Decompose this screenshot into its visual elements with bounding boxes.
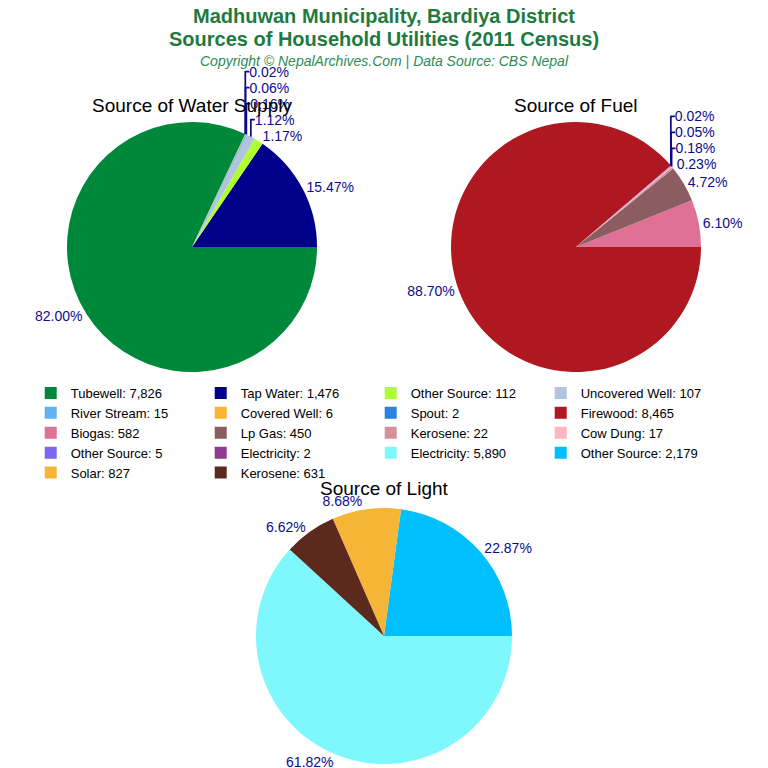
svg-text:Covered Well: 6: Covered Well: 6 [241, 406, 333, 421]
svg-text:Other Source: 112: Other Source: 112 [411, 386, 516, 401]
svg-text:Source of Fuel: Source of Fuel [514, 95, 638, 116]
svg-text:Source of Water Supply: Source of Water Supply [92, 95, 292, 116]
svg-text:Lp Gas: 450: Lp Gas: 450 [241, 426, 312, 441]
svg-text:61.82%: 61.82% [286, 754, 333, 768]
svg-text:Kerosene: 22: Kerosene: 22 [411, 426, 488, 441]
svg-text:River Stream: 15: River Stream: 15 [71, 406, 169, 421]
svg-text:0.02%: 0.02% [675, 108, 715, 124]
svg-text:6.10%: 6.10% [703, 215, 743, 231]
svg-text:22.87%: 22.87% [484, 540, 531, 556]
svg-text:0.05%: 0.05% [675, 124, 715, 140]
svg-text:Other Source: 5: Other Source: 5 [71, 446, 163, 461]
svg-text:15.47%: 15.47% [307, 179, 354, 195]
svg-text:6.62%: 6.62% [266, 519, 306, 535]
svg-text:4.72%: 4.72% [688, 174, 728, 190]
svg-text:Other Source: 2,179: Other Source: 2,179 [581, 446, 698, 461]
svg-text:Spout: 2: Spout: 2 [411, 406, 459, 421]
svg-text:88.70%: 88.70% [407, 283, 454, 299]
svg-text:Cow Dung: 17: Cow Dung: 17 [581, 426, 663, 441]
svg-text:0.18%: 0.18% [676, 140, 716, 156]
svg-text:Electricity: 2: Electricity: 2 [241, 446, 311, 461]
svg-text:Uncovered Well: 107: Uncovered Well: 107 [581, 386, 701, 401]
svg-text:Kerosene: 631: Kerosene: 631 [241, 466, 326, 481]
svg-text:1.12%: 1.12% [255, 112, 295, 128]
svg-text:Tubewell: 7,826: Tubewell: 7,826 [71, 386, 162, 401]
svg-text:0.16%: 0.16% [250, 96, 290, 112]
svg-text:0.23%: 0.23% [677, 156, 717, 172]
svg-text:Firewood: 8,465: Firewood: 8,465 [581, 406, 674, 421]
svg-text:1.17%: 1.17% [263, 128, 303, 144]
svg-text:0.02%: 0.02% [249, 64, 289, 80]
svg-text:Solar: 827: Solar: 827 [71, 466, 130, 481]
svg-text:Sources of Household Utilities: Sources of Household Utilities (2011 Cen… [169, 28, 599, 50]
svg-text:Biogas: 582: Biogas: 582 [71, 426, 140, 441]
svg-text:Tap Water: 1,476: Tap Water: 1,476 [241, 386, 340, 401]
svg-text:8.68%: 8.68% [323, 493, 363, 509]
svg-text:0.06%: 0.06% [250, 80, 290, 96]
svg-text:82.00%: 82.00% [35, 308, 82, 324]
svg-text:Madhuwan Municipality, Bardiya: Madhuwan Municipality, Bardiya District [193, 5, 575, 27]
svg-text:Source of Light: Source of Light [320, 478, 449, 499]
svg-text:Electricity: 5,890: Electricity: 5,890 [411, 446, 506, 461]
svg-text:Copyright © NepalArchives.Com: Copyright © NepalArchives.Com | Data Sou… [200, 53, 569, 69]
